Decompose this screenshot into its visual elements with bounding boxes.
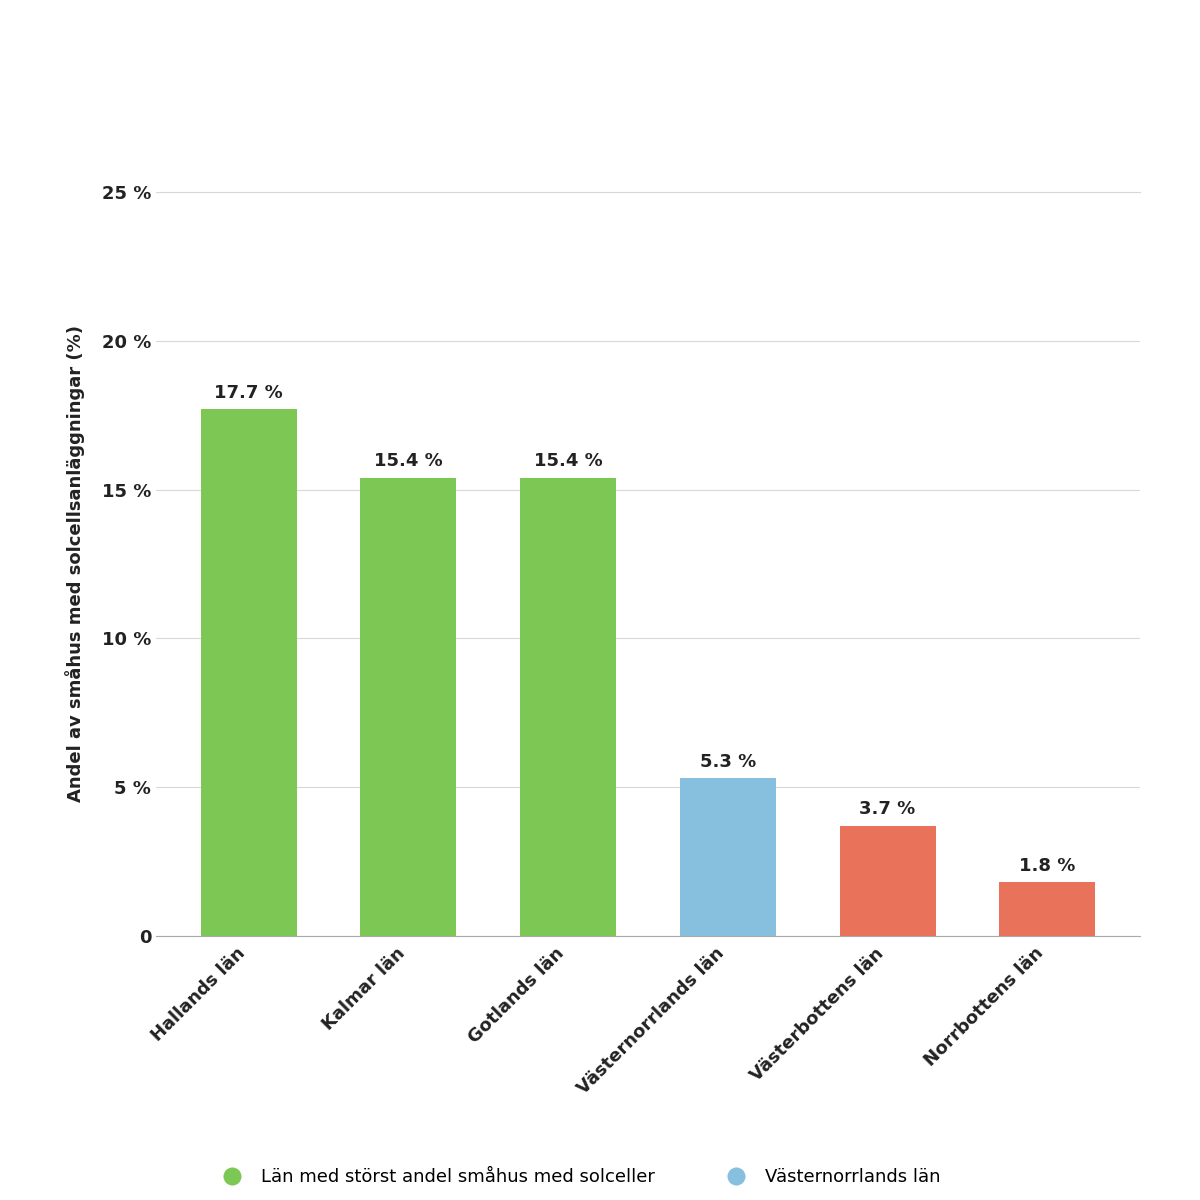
Bar <box>840 826 936 936</box>
Text: 1.8 %: 1.8 % <box>1019 857 1075 875</box>
Text: 17.7 %: 17.7 % <box>215 384 283 402</box>
Text: 5.3 %: 5.3 % <box>700 752 756 770</box>
Bar <box>200 409 296 936</box>
Bar <box>360 478 456 936</box>
Text: 15.4 %: 15.4 % <box>374 452 443 470</box>
Bar <box>521 478 616 936</box>
Bar <box>1000 882 1096 936</box>
Text: 15.4 %: 15.4 % <box>534 452 602 470</box>
Bar <box>680 779 775 936</box>
Y-axis label: Andel av småhus med solcellsanläggningar (%): Andel av småhus med solcellsanläggningar… <box>65 325 85 803</box>
Text: 3.7 %: 3.7 % <box>859 800 916 818</box>
